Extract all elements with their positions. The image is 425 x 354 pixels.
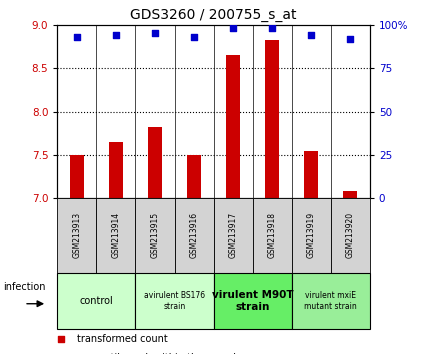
Bar: [57, 198, 96, 273]
Bar: [136, 198, 175, 273]
Bar: [148, 127, 162, 198]
Text: GSM213914: GSM213914: [111, 212, 120, 258]
Point: [57, 336, 64, 342]
Text: GSM213920: GSM213920: [346, 212, 355, 258]
Title: GDS3260 / 200755_s_at: GDS3260 / 200755_s_at: [130, 8, 297, 22]
Point: [308, 32, 314, 38]
Text: percentile rank within the sample: percentile rank within the sample: [77, 353, 242, 354]
Bar: [213, 273, 292, 329]
Text: GSM213915: GSM213915: [150, 212, 159, 258]
Point: [230, 25, 236, 31]
Text: virulent mxiE
mutant strain: virulent mxiE mutant strain: [304, 291, 357, 310]
Bar: [70, 155, 84, 198]
Bar: [331, 198, 370, 273]
Bar: [96, 198, 136, 273]
Text: GSM213918: GSM213918: [268, 212, 277, 258]
Bar: [136, 273, 213, 329]
Bar: [57, 273, 136, 329]
Bar: [187, 155, 201, 198]
Bar: [175, 198, 213, 273]
Point: [347, 36, 354, 41]
Bar: [265, 40, 279, 198]
Point: [152, 30, 159, 36]
Bar: [213, 198, 252, 273]
Point: [74, 34, 80, 40]
Bar: [226, 55, 240, 198]
Text: avirulent BS176
strain: avirulent BS176 strain: [144, 291, 205, 310]
Text: GSM213916: GSM213916: [190, 212, 198, 258]
Point: [113, 32, 119, 38]
Bar: [304, 150, 318, 198]
Point: [191, 34, 198, 40]
Text: GSM213917: GSM213917: [229, 212, 238, 258]
Text: control: control: [79, 296, 113, 306]
Bar: [252, 198, 292, 273]
Point: [269, 25, 275, 31]
Text: GSM213919: GSM213919: [307, 212, 316, 258]
Text: virulent M90T
strain: virulent M90T strain: [212, 290, 293, 312]
Bar: [292, 273, 370, 329]
Bar: [343, 191, 357, 198]
Bar: [109, 142, 123, 198]
Text: transformed count: transformed count: [77, 334, 168, 344]
Text: GSM213913: GSM213913: [72, 212, 82, 258]
Text: infection: infection: [3, 282, 45, 292]
Bar: [292, 198, 331, 273]
